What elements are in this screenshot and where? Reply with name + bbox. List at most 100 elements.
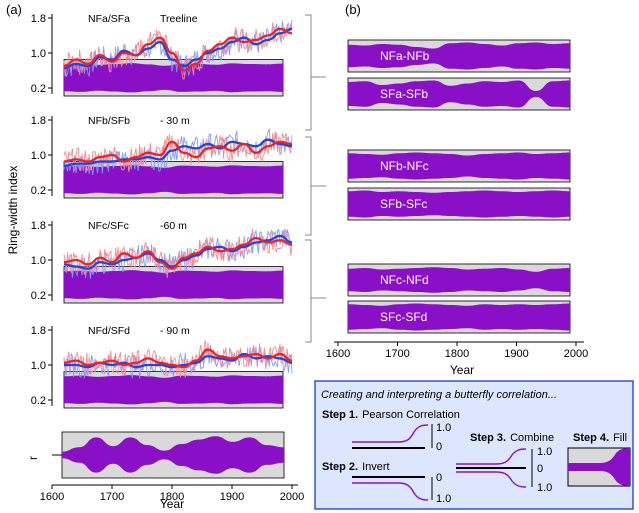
butterfly-label: SFa-SFb [380, 87, 428, 101]
subpanel-pair-label: NFb/SFb [88, 115, 130, 127]
butterfly-shape [348, 80, 570, 108]
r-butterfly-panel [52, 431, 285, 479]
subpanel-nfc-sfc: 1.8 1.0 0.2 NFc/SFc -60 m [31, 220, 293, 304]
step3-mid-value: 0 [537, 463, 543, 475]
subpanel-butterfly [64, 375, 283, 405]
subpanel-butterfly [64, 165, 283, 195]
step2-bold: Step 2. [322, 461, 358, 473]
r-axis-label: r [26, 456, 40, 460]
subpanel-butterfly [64, 63, 283, 93]
subpanel-nfd-sfd: 1.8 1.0 0.2 NFd/SFd - 90 m [31, 325, 293, 409]
y-tick-label: 1.8 [31, 13, 46, 25]
y-tick-label: 0.2 [31, 83, 46, 95]
butterfly-shape [348, 152, 570, 180]
y-tick-label: 0.2 [31, 290, 46, 302]
subpanel-note-label: - 30 m [160, 115, 190, 127]
subpanel-note-label: -60 m [160, 220, 187, 232]
step2-label: Step 2. Invert [322, 461, 390, 473]
step3-text: Combine [510, 432, 554, 444]
panel-b-x-title: Year [450, 363, 474, 377]
butterfly-nfb-nfc: NFb-NFc [347, 149, 571, 183]
butterfly-nfa-nfb: NFa-NFb [347, 39, 571, 73]
panel-b-label: (b) [345, 2, 361, 17]
butterfly-label: SFb-SFc [380, 197, 427, 211]
y-tick-label: 1.8 [31, 325, 46, 337]
butterfly-sfa-sfb: SFa-SFb [347, 77, 571, 111]
step3-upper-curve [456, 448, 527, 465]
butterfly-sfc-sfd: SFc-SFd [347, 300, 571, 334]
bracket-line [305, 136, 312, 236]
y-tick-label: 1.8 [31, 220, 46, 232]
step1-curve [352, 424, 429, 443]
x-tick-label: 1600 [40, 491, 64, 503]
butterfly-label: NFc-NFd [380, 273, 429, 287]
x-tick-label: 1700 [100, 491, 124, 503]
butterfly-sfb-sfc: SFb-SFc [347, 187, 571, 221]
x-tick-label: 1700 [385, 348, 409, 360]
step2-curve [352, 482, 429, 501]
step2-text: Invert [362, 461, 390, 473]
step3-bold: Step 3. [470, 432, 506, 444]
y-tick-label: 1.0 [31, 48, 46, 60]
bracket-3 [305, 239, 326, 343]
panel-b: NFa-NFb SFa-SFb NFb-NFc SFb-SFc NFc-NFd SFc-S… [305, 14, 571, 343]
x-tick-label: 2000 [280, 491, 304, 503]
step2-bottom-value: 1.0 [436, 493, 451, 505]
raw-series-sfd [63, 339, 293, 378]
step1-bold: Step 1. [322, 409, 358, 421]
r-panel-butterfly [62, 436, 284, 474]
x-tick-label: 1900 [220, 491, 244, 503]
butterfly-shape [348, 42, 570, 70]
panel-a-x-axis: 1600 1700 1800 1900 2000 [40, 484, 304, 503]
smoothed-series-sfc [63, 236, 293, 270]
bracket-line [305, 14, 312, 131]
subpanel-butterfly [64, 270, 283, 300]
butterfly-shape [348, 303, 570, 331]
bracket-1 [305, 14, 326, 131]
subpanel-pair-label: NFc/SFc [88, 220, 129, 232]
smoothed-series-sfd [63, 348, 293, 369]
y-tick-label: 1.0 [31, 150, 46, 162]
subpanel-note-label: - 90 m [160, 325, 190, 337]
subpanel-nfa-sfa: 1.8 1.0 0.2 NFa/SFa Treeline [31, 13, 293, 97]
subpanel-nfb-sfb: 1.8 1.0 0.2 NFb/SFb - 30 m [31, 115, 293, 199]
step4-bold: Step 4. [573, 432, 609, 444]
subpanel-note-label: Treeline [160, 13, 198, 25]
butterfly-label: NFb-NFc [380, 159, 429, 173]
step3-bottom-value: 1.0 [537, 482, 552, 494]
step4-label: Step 4. Fill [573, 432, 627, 444]
y-axis-title: Ring-width index [6, 166, 20, 255]
step1-text: Pearson Correlation [362, 409, 460, 421]
y-tick-label: 1.0 [31, 255, 46, 267]
y-tick-label: 0.2 [31, 185, 46, 197]
step1-top-value: 1.0 [436, 422, 451, 434]
bracket-2 [305, 136, 326, 236]
x-tick-label: 1800 [445, 348, 469, 360]
subpanel-pair-label: NFd/SFd [88, 325, 130, 337]
step3-top-value: 1.0 [537, 446, 552, 458]
step1-bottom-value: 0 [436, 441, 442, 453]
butterfly-shape [348, 267, 570, 293]
smoothed-series-sfa [63, 27, 293, 72]
butterfly-nfc-nfd: NFc-NFd [347, 263, 571, 297]
step3-label: Step 3. Combine [470, 432, 554, 444]
step4-fill-shape [568, 448, 630, 486]
y-tick-label: 0.2 [31, 395, 46, 407]
legend-background [314, 380, 634, 510]
butterfly-label: SFc-SFd [380, 310, 427, 324]
x-tick-label: 2000 [564, 348, 588, 360]
step3-lower-curve [456, 471, 527, 488]
smoothed-series-sfb [63, 140, 293, 163]
legend-box: Creating and interpreting a butterfly co… [314, 380, 634, 510]
panel-a-x-title: Year [160, 497, 184, 511]
step1-label: Step 1. Pearson Correlation [322, 409, 460, 421]
butterfly-label: NFa-NFb [380, 49, 430, 63]
step2-top-value: 0 [436, 472, 442, 484]
panel-b-x-axis: 1600 1700 1800 1900 2000 [326, 341, 588, 360]
x-tick-label: 1600 [326, 348, 350, 360]
step4-text: Fill [613, 432, 627, 444]
legend-title: Creating and interpreting a butterfly co… [321, 389, 557, 401]
bracket-line [305, 239, 312, 343]
x-tick-label: 1900 [504, 348, 528, 360]
